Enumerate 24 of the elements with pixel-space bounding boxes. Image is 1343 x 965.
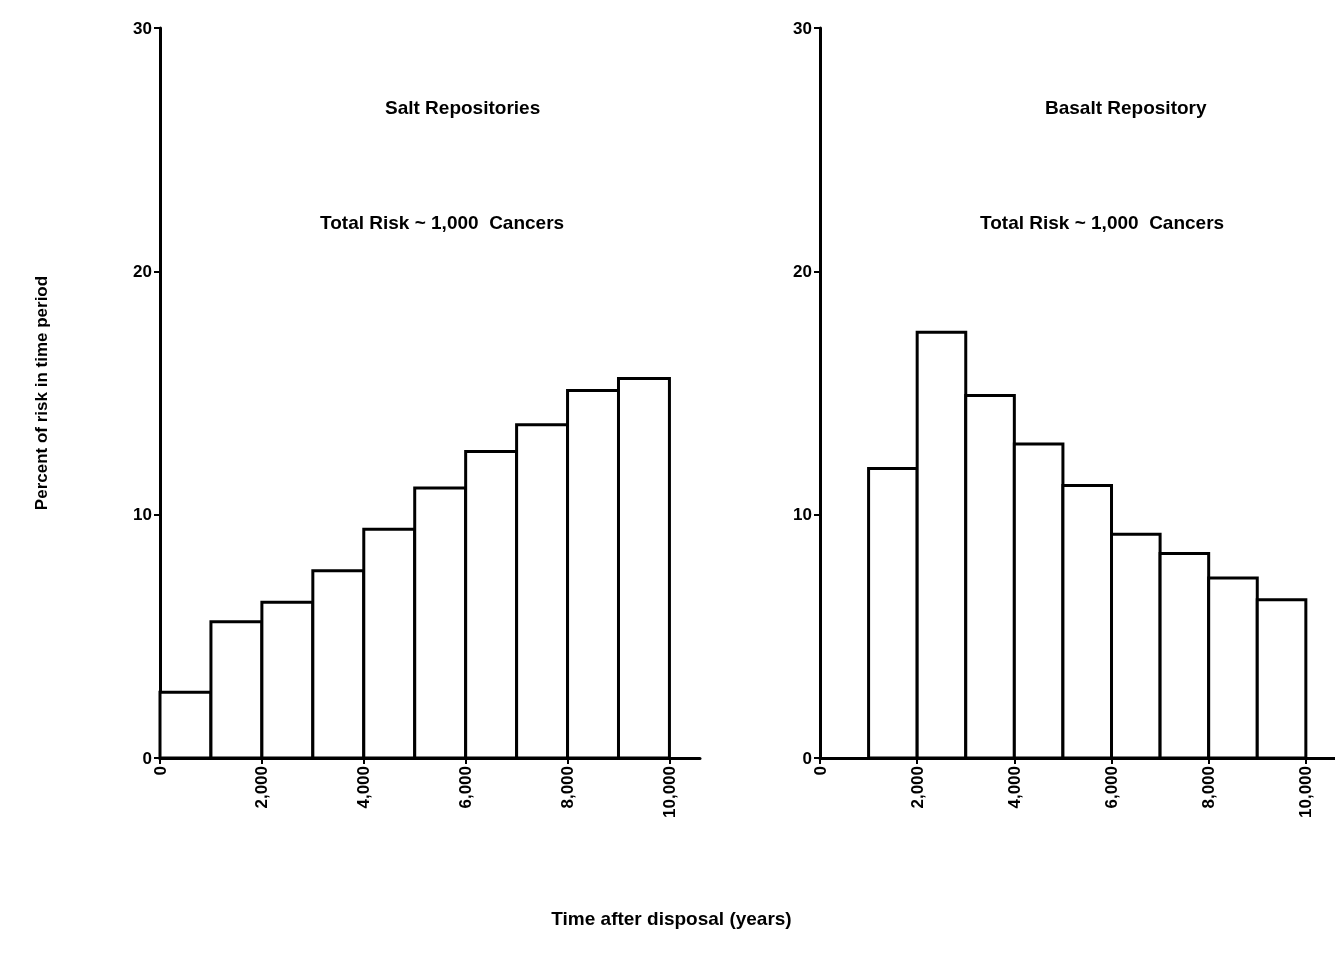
y-tick-label: 10: [793, 505, 812, 525]
x-tick-label: 6,000: [1102, 766, 1122, 809]
x-tick-label: 4,000: [1004, 766, 1024, 809]
x-tick-label: 8,000: [1199, 766, 1219, 809]
annotation: Total Risk ~ 1,000 Cancers: [320, 212, 565, 233]
x-tick-label: 6,000: [456, 766, 476, 809]
y-tick-label: 10: [133, 505, 152, 525]
x-tick-label: 0: [810, 766, 830, 776]
text: Salt Repositories: [385, 97, 541, 118]
text: Basalt Repository: [1045, 97, 1207, 118]
x-tick-label: 10,000: [1296, 766, 1316, 818]
x-tick-label: 0: [150, 766, 170, 776]
y-tick-label: 20: [793, 261, 812, 281]
x-tick-label: 2,000: [907, 766, 927, 809]
x-tick-label: 10,000: [659, 766, 679, 818]
x-tick-label: 4,000: [354, 766, 374, 809]
x-tick-label: 8,000: [558, 766, 578, 809]
y-axis-title: Percent of risk in time period: [32, 275, 51, 511]
y-tick-label: 30: [793, 18, 812, 38]
y-tick-label: 30: [133, 18, 152, 38]
y-tick-label: 20: [133, 261, 152, 281]
annotation: Total Risk ~ 1,000 Cancers: [980, 212, 1225, 233]
x-tick-label: 2,000: [252, 766, 272, 809]
x-axis-title: Time after disposal (years): [550, 908, 793, 930]
